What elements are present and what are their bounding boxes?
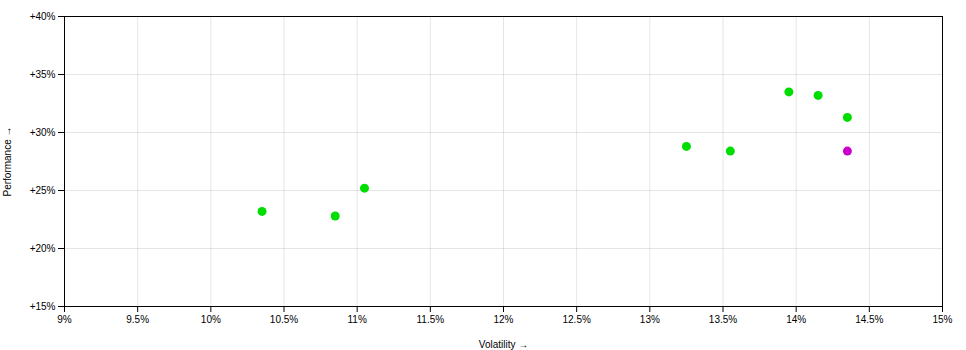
svg-text:+20%: +20% — [30, 243, 56, 254]
svg-text:15%: 15% — [932, 314, 952, 325]
svg-text:14.5%: 14.5% — [855, 314, 883, 325]
svg-text:10.5%: 10.5% — [270, 314, 298, 325]
svg-text:+30%: +30% — [30, 127, 56, 138]
svg-text:12.5%: 12.5% — [562, 314, 590, 325]
svg-text:+35%: +35% — [30, 69, 56, 80]
svg-text:11.5%: 11.5% — [417, 314, 445, 325]
svg-text:+25%: +25% — [30, 185, 56, 196]
svg-text:12%: 12% — [493, 314, 513, 325]
svg-text:+15%: +15% — [30, 301, 56, 312]
svg-text:Volatility →: Volatility → — [479, 339, 528, 350]
svg-text:Performance →: Performance → — [2, 126, 13, 196]
svg-text:9.5%: 9.5% — [126, 314, 149, 325]
svg-text:13%: 13% — [640, 314, 660, 325]
svg-text:+40%: +40% — [30, 11, 56, 22]
svg-text:13.5%: 13.5% — [709, 314, 737, 325]
svg-text:14%: 14% — [786, 314, 806, 325]
svg-text:10%: 10% — [201, 314, 221, 325]
svg-text:11%: 11% — [348, 314, 367, 325]
svg-text:9%: 9% — [57, 314, 72, 325]
